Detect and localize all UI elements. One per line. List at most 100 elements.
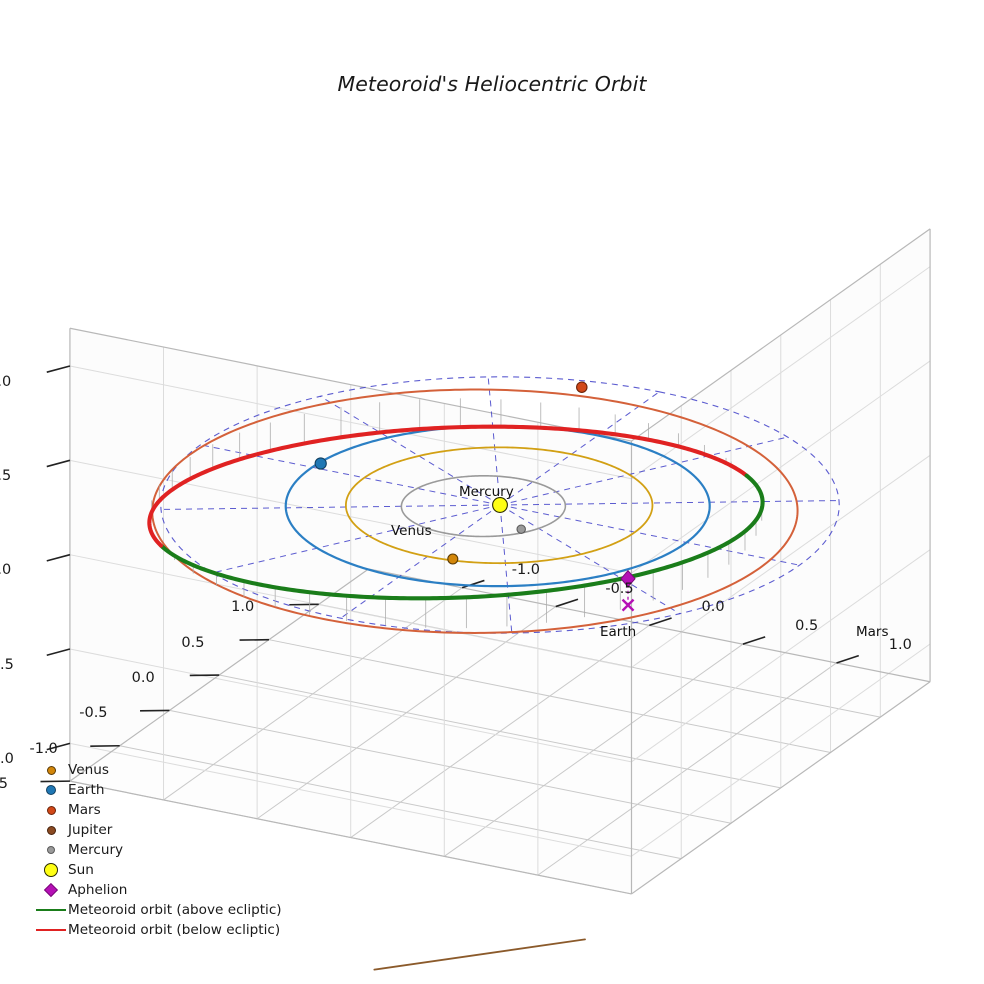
- back-wall-gridline-h: [631, 549, 931, 763]
- legend-marker-icon: [34, 820, 68, 840]
- z-tick-label-0: 1.0: [0, 373, 12, 390]
- floor-gridline-y: [444, 643, 744, 857]
- earth-label: Earth: [600, 624, 637, 640]
- legend-label: Jupiter: [68, 822, 113, 838]
- legend-item-venus[interactable]: Venus: [34, 760, 294, 780]
- circle-icon: [46, 785, 56, 795]
- legend-item-jupiter[interactable]: Jupiter: [34, 820, 294, 840]
- legend-item-sun[interactable]: Sun: [34, 860, 294, 880]
- legend-item-mercury[interactable]: Mercury: [34, 840, 294, 860]
- mars-orbit: [151, 388, 799, 634]
- legend-marker-icon: [34, 760, 68, 780]
- mercury-label: Mercury: [459, 484, 514, 500]
- meteoroid-orbit-above: [158, 473, 765, 601]
- radial-spoke: [499, 500, 839, 506]
- venus-marker[interactable]: [447, 553, 459, 565]
- radial-spoke: [161, 504, 501, 510]
- legend-item-aphelion[interactable]: Aphelion: [34, 880, 294, 900]
- z-tick-label-1: 0.5: [0, 468, 12, 485]
- sun-marker[interactable]: [492, 497, 508, 513]
- circle-icon: [46, 825, 56, 835]
- legend-item-earth[interactable]: Earth: [34, 780, 294, 800]
- radial-spoke: [499, 436, 788, 506]
- venus-label: Venus: [391, 523, 432, 539]
- y-tick: [461, 579, 485, 589]
- z-tick-label-2: 0.0: [0, 562, 12, 579]
- y-tick: [742, 636, 766, 645]
- legend-label: Venus: [68, 762, 109, 778]
- y-tick-label-3: 0.5: [795, 618, 819, 635]
- radial-spoke: [212, 504, 501, 574]
- radial-spoke: [319, 395, 501, 506]
- x-tick-label-4: 0.5: [181, 634, 205, 651]
- aphelion-projection-marker[interactable]: [621, 598, 635, 612]
- back-wall-gridline-h: [631, 360, 931, 574]
- left-wall-gridline-h: [69, 554, 632, 668]
- axis-spine-top-back: [631, 228, 931, 442]
- venus-orbit: [344, 446, 654, 565]
- legend-item-mars[interactable]: Mars: [34, 800, 294, 820]
- mars-marker[interactable]: [576, 381, 588, 393]
- legend-label: Meteoroid orbit (below ecliptic): [68, 922, 281, 938]
- y-tick: [836, 654, 860, 664]
- floor-gridline-y: [537, 662, 837, 876]
- left-wall-gridline-h: [69, 365, 632, 480]
- legend: Venus Earth Mars Jupiter Mercury Sun Aphelion M…: [34, 760, 294, 940]
- mercury-orbit: [400, 474, 567, 538]
- x-tick-label-1: -1.0: [29, 740, 58, 757]
- legend-label: Aphelion: [68, 882, 128, 898]
- radial-spoke: [499, 504, 681, 615]
- jupiter-orbit-fragment: [373, 938, 586, 971]
- legend-item-meteoroid-orbit-above-ecliptic[interactable]: Meteoroid orbit (above ecliptic): [34, 900, 294, 920]
- legend-label: Meteoroid orbit (above ecliptic): [68, 902, 282, 918]
- z-tick-label-3: -0.5: [0, 656, 14, 673]
- circle-icon: [46, 765, 56, 775]
- legend-marker-icon: [34, 860, 68, 880]
- z-tick: [46, 648, 71, 657]
- back-wall-gridline-h: [631, 266, 931, 480]
- x-tick-label-5: 1.0: [231, 599, 255, 616]
- page-title: Meteoroid's Heliocentric Orbit: [337, 72, 647, 96]
- legend-marker-icon: [34, 800, 68, 820]
- mars-label: Mars: [856, 624, 889, 640]
- legend-label: Mars: [68, 802, 101, 818]
- aphelion-marker[interactable]: [620, 569, 636, 588]
- meteoroid-orbit-below: [729, 463, 749, 478]
- legend-line-swatch: [34, 900, 68, 920]
- line-icon: [36, 909, 66, 911]
- y-tick-label-0: -1.0: [511, 561, 541, 578]
- diamond-icon: [43, 882, 59, 898]
- radial-spoke: [499, 504, 800, 566]
- left-wall-gridline-h: [69, 648, 632, 763]
- z-tick: [46, 459, 71, 468]
- legend-item-meteoroid-orbit-below-ecliptic[interactable]: Meteoroid orbit (below ecliptic): [34, 920, 294, 940]
- z-tick-label-4: -1.0: [0, 751, 14, 768]
- z-tick: [46, 365, 71, 373]
- legend-label: Earth: [68, 782, 105, 798]
- z-tick: [46, 742, 71, 751]
- legend-marker-icon: [34, 840, 68, 860]
- legend-label: Sun: [68, 862, 94, 878]
- mercury-marker[interactable]: [516, 524, 526, 534]
- legend-marker-icon: [34, 880, 68, 900]
- axis-spine-x-left: [69, 780, 632, 895]
- y-tick-label-4: 1.0: [888, 636, 912, 653]
- circle-icon: [44, 863, 58, 877]
- earth-marker[interactable]: [314, 457, 327, 470]
- circle-icon: [47, 846, 55, 854]
- legend-marker-icon: [34, 780, 68, 800]
- y-tick-label-1: -0.5: [605, 580, 634, 597]
- x-tick-label-0: -1.5: [0, 775, 9, 792]
- left-wall-gridline-h: [69, 742, 632, 857]
- axis-spine-top-left: [69, 327, 632, 442]
- line-icon: [36, 929, 66, 931]
- y-tick-label-2: 0.0: [701, 599, 725, 616]
- y-tick: [555, 598, 579, 608]
- x-tick-label-3: 0.0: [131, 669, 155, 686]
- axis-spine-y-back: [631, 681, 931, 895]
- x-tick-label-2: -0.5: [79, 705, 108, 722]
- back-wall-gridline-h: [631, 643, 931, 857]
- meteoroid-orbit-below: [147, 424, 734, 548]
